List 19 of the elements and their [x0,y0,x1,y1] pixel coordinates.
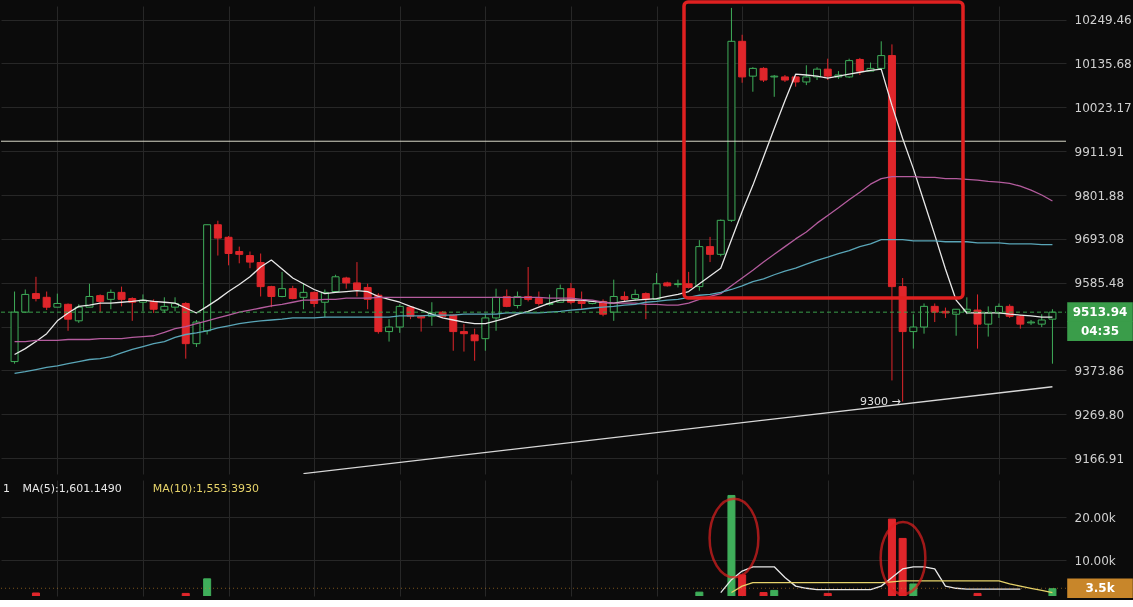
y-tick-label: 10023.17 [1074,100,1132,115]
text: 04:35 [1080,324,1120,339]
y-tick-label: 9693.08 [1074,232,1125,247]
annotation: 9300 → [859,394,901,408]
ref-line-label: 9513.94 [1072,305,1128,320]
y-tick-label: 9585.48 [1074,276,1125,291]
y-tick-label: 9269.80 [1074,407,1125,422]
y-tick-label: 20.00k [1074,510,1116,525]
y-tick-label: 10135.68 [1074,56,1132,71]
y-tick-label: 9911.91 [1074,144,1125,159]
annotation: MA(10):1,553.3930 [152,482,260,495]
annotation: MA(5):1,601.1490 [22,482,122,495]
annotation: 1 [3,482,10,495]
ref-line-label: 3.5k [1085,581,1116,596]
y-tick-label: 9801.88 [1074,188,1125,203]
y-tick-label: 10.00k [1074,553,1116,568]
y-tick-label: 10249.46 [1074,13,1132,28]
y-tick-label: 9373.86 [1074,363,1125,378]
y-tick-label: 9166.91 [1074,451,1125,466]
